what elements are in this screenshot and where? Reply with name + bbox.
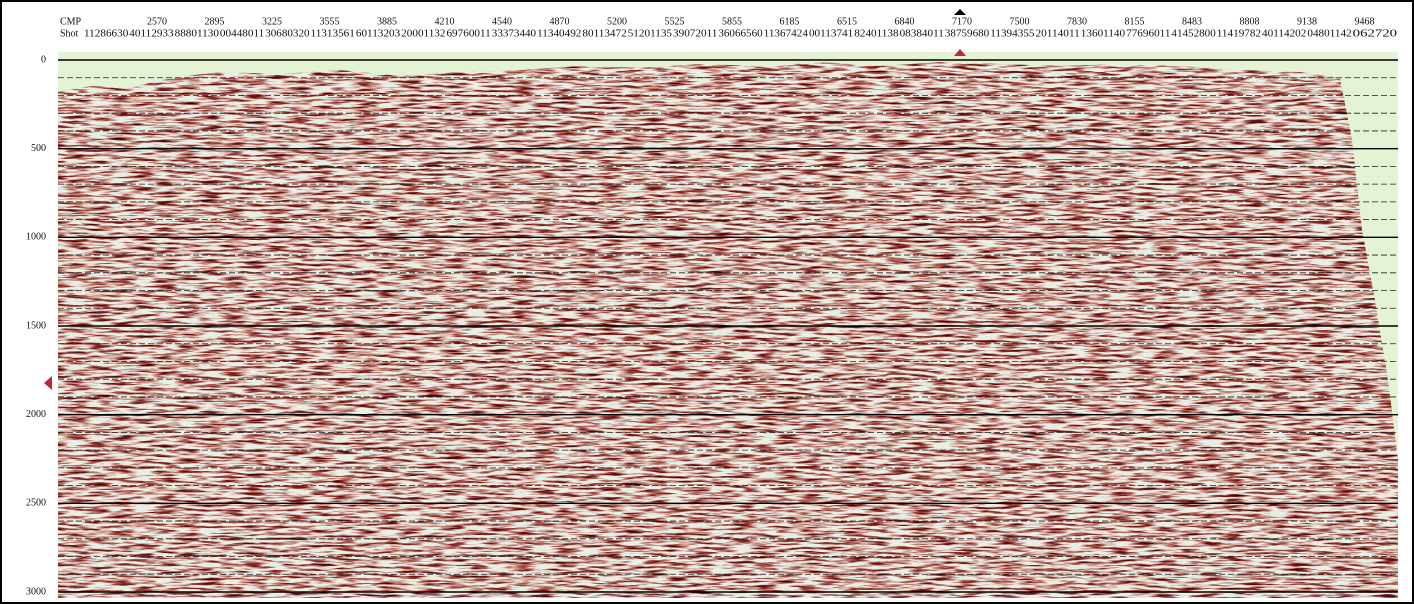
shot-value: 33373440	[492, 28, 536, 39]
shot-value: 40112933	[129, 28, 173, 39]
time-label: 1000	[26, 232, 46, 243]
shot-value: 80113472	[582, 28, 626, 39]
cmp-value: 9138	[1297, 16, 1317, 27]
shot-value: 82401138	[854, 28, 898, 39]
shot-value: 40114202	[1262, 28, 1306, 39]
shot-value: 08384011	[900, 28, 944, 39]
shot-value: 20001132	[401, 28, 445, 39]
shot-value: 11419782	[1217, 28, 1261, 39]
page: CMP Shot 2570 2895 3225 3555 3885 4210 4540 487…	[0, 0, 1414, 604]
cmp-value: 6840	[895, 16, 915, 27]
cmp-label: CMP	[60, 16, 82, 27]
shot-value: 77696011	[1126, 28, 1170, 39]
shot-value: 062720	[1353, 28, 1397, 39]
time-label: 2500	[26, 498, 46, 509]
cmp-value: 7170	[952, 16, 972, 27]
shot-value: 04801142	[1307, 28, 1351, 39]
shot-value: 11367424	[764, 28, 808, 39]
cmp-value: 5855	[722, 16, 742, 27]
cmp-value: 7830	[1067, 16, 1087, 27]
time-label: 2000	[26, 409, 46, 420]
shot-value: 30680320	[265, 28, 309, 39]
time-label: 1500	[26, 320, 46, 331]
cmp-value: 3555	[320, 16, 340, 27]
cmp-value: 4540	[492, 16, 512, 27]
cmp-value: 4210	[435, 16, 455, 27]
seismic-section	[58, 52, 1398, 598]
shot-value: 20114011	[1036, 28, 1080, 39]
shot-value: 88801130	[175, 28, 219, 39]
shot-value: 60113203	[356, 28, 400, 39]
shot-value: 00113741	[809, 28, 853, 39]
seismic-viewer: CMP Shot 2570 2895 3225 3555 3885 4210 4540 487…	[0, 0, 1414, 604]
cmp-value: 8155	[1125, 16, 1145, 27]
cmp-value: 5525	[665, 16, 685, 27]
cmp-value: 2570	[147, 16, 167, 27]
cmp-value: 6185	[780, 16, 800, 27]
cmp-value: 5200	[607, 16, 627, 27]
cmp-value: 7500	[1010, 16, 1030, 27]
cmp-value: 4870	[550, 16, 570, 27]
shot-value: 00448011	[220, 28, 264, 39]
cmp-value: 3225	[262, 16, 282, 27]
shot-value: 51201135	[628, 28, 672, 39]
cmp-value: 8808	[1240, 16, 1260, 27]
shot-value: 41452800	[1171, 28, 1215, 39]
shot-value: 69760011	[446, 28, 490, 39]
shot-value: 38759680	[945, 28, 989, 39]
shot-value: 11340492	[537, 28, 581, 39]
shot-value: 11394355	[990, 28, 1034, 39]
shot-value: 36066560	[718, 28, 762, 39]
time-label: 500	[31, 143, 46, 154]
cmp-value: 8483	[1182, 16, 1202, 27]
shot-value: 11313561	[311, 28, 355, 39]
cmp-value: 9468	[1355, 16, 1375, 27]
cmp-value: 3885	[377, 16, 397, 27]
cmp-value: 2895	[205, 16, 225, 27]
shot-value: 39072011	[673, 28, 717, 39]
shot-label: Shot	[60, 28, 79, 39]
shot-value: 11286630	[84, 28, 128, 39]
time-label: 3000	[26, 586, 46, 597]
cmp-value: 6515	[837, 16, 857, 27]
shot-value: 13601140	[1081, 28, 1125, 39]
time-label: 0	[41, 54, 46, 65]
